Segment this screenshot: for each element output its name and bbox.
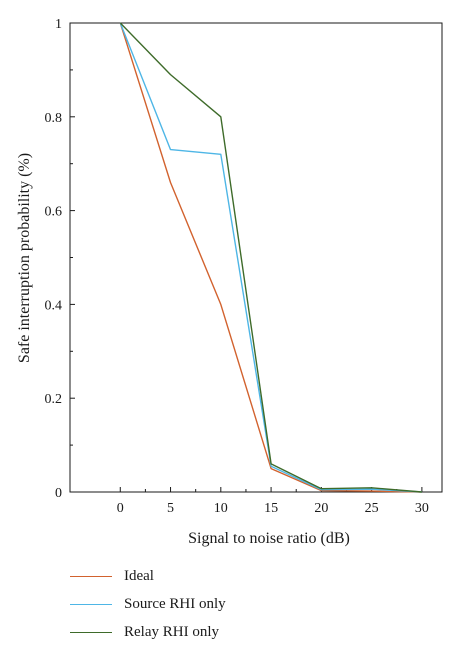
series-line-source-rhi-only (119, 22, 422, 493)
legend-label: Source RHI only (124, 595, 226, 612)
y-tick-label: 0.4 (45, 298, 63, 313)
x-tick-label: 15 (264, 501, 278, 516)
x-tick-label: 5 (167, 501, 174, 516)
legend-swatch (70, 631, 112, 633)
series-layer (119, 22, 422, 493)
legend-item: Relay RHI only (70, 618, 226, 646)
legend-label: Ideal (124, 567, 154, 584)
y-tick-label: 0.8 (45, 111, 63, 126)
x-tick-label: 0 (117, 501, 124, 516)
legend-swatch (70, 575, 112, 577)
x-tick-label: 30 (415, 501, 429, 516)
legend-item: Ideal (70, 562, 226, 590)
y-axis: 0 0.2 0.4 0.6 0.8 1 (45, 17, 75, 501)
y-tick-label: 0.2 (45, 392, 63, 407)
legend-label: Relay RHI only (124, 623, 219, 640)
y-tick-label: 1 (55, 17, 62, 32)
x-tick-label: 10 (214, 501, 228, 516)
series-line-relay-rhi-only (119, 22, 422, 493)
legend-swatch (70, 603, 112, 605)
y-tick-label: 0.6 (45, 205, 63, 220)
x-tick-label: 20 (314, 501, 328, 516)
y-axis-label: Safe interruption probability (%) (16, 153, 33, 363)
x-axis-label: Signal to noise ratio (dB) (188, 530, 350, 547)
x-tick-label: 25 (365, 501, 379, 516)
legend: Ideal Source RHI only Relay RHI only (70, 562, 226, 646)
y-tick-label: 0 (55, 486, 62, 501)
series-line-ideal (119, 22, 422, 493)
line-chart: 0 5 10 15 20 25 30 0 0.2 0.4 0.6 0.8 1 Signal to no… (16, 17, 443, 547)
legend-item: Source RHI only (70, 590, 226, 618)
